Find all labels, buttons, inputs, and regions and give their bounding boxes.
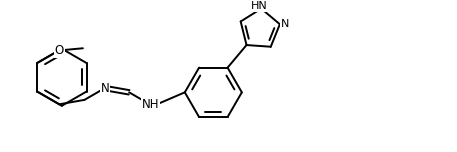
Text: N: N xyxy=(281,19,289,29)
Text: N: N xyxy=(101,82,109,95)
Text: HN: HN xyxy=(250,1,267,11)
Text: NH: NH xyxy=(142,98,159,111)
Text: O: O xyxy=(55,44,64,57)
